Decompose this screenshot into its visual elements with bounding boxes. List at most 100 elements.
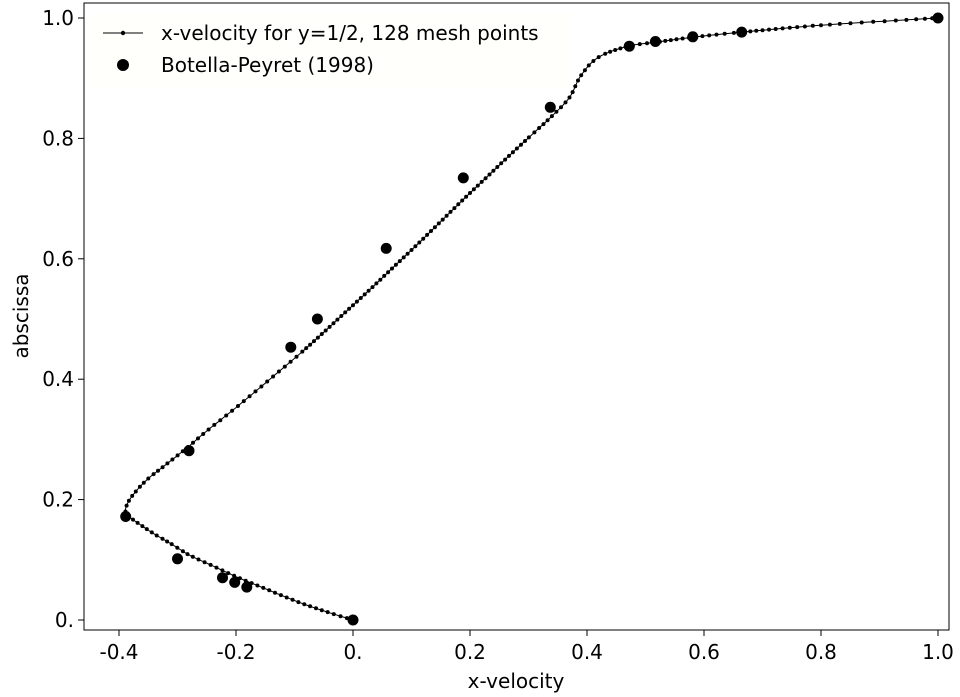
mesh-point: [339, 314, 344, 318]
mesh-point: [674, 37, 679, 42]
reference-point: [120, 511, 132, 522]
mesh-point: [137, 484, 142, 489]
reference-point: [932, 12, 944, 24]
mesh-point: [767, 27, 771, 32]
legend-label-reference: Botella-Peyret (1998): [161, 53, 374, 77]
mesh-point: [707, 33, 712, 38]
mesh-point: [146, 476, 151, 481]
x-tick-label: 0.8: [805, 640, 837, 664]
mesh-point: [327, 324, 332, 329]
mesh-point: [596, 55, 601, 60]
mesh-point: [514, 146, 519, 151]
reference-point: [241, 581, 253, 593]
x-tick-label: -0.2: [216, 640, 255, 664]
mesh-point: [773, 27, 778, 31]
mesh-point: [196, 557, 201, 562]
mesh-point: [314, 606, 318, 611]
mesh-point: [848, 21, 853, 26]
mesh-point: [603, 51, 608, 56]
mesh-point: [491, 168, 496, 173]
mesh-point: [343, 310, 348, 315]
x-tick-label: 0.2: [454, 640, 486, 664]
mesh-point: [495, 165, 500, 169]
mesh-point: [922, 16, 927, 21]
mesh-point: [175, 453, 180, 458]
mesh-point: [220, 568, 225, 573]
mesh-point: [160, 465, 165, 470]
mesh-point: [378, 277, 383, 282]
mesh-point: [374, 281, 379, 286]
mesh-point: [914, 17, 919, 22]
mesh-point: [214, 565, 219, 570]
mesh-point: [579, 73, 584, 78]
reference-series: [120, 12, 944, 626]
mesh-point: [212, 422, 217, 427]
reference-point: [347, 614, 359, 626]
mesh-point: [323, 328, 328, 333]
mesh-point: [144, 527, 149, 532]
x-axis-ticks: -0.4 -0.2 0. 0.2 0.4 0.6 0.8 1.0: [99, 630, 954, 664]
mesh-point: [208, 562, 213, 567]
mesh-point: [780, 26, 785, 31]
mesh-point: [156, 468, 160, 473]
mesh-point: [554, 109, 559, 114]
mesh-point: [308, 342, 313, 347]
mesh-point: [613, 48, 618, 52]
mesh-point: [576, 78, 580, 83]
legend-box: [92, 12, 570, 88]
mesh-point: [284, 595, 289, 600]
mesh-point: [722, 31, 727, 36]
reference-point: [687, 31, 699, 43]
mesh-point: [510, 150, 515, 155]
mesh-point: [532, 130, 537, 135]
mesh-point: [645, 41, 649, 46]
mesh-point: [312, 339, 316, 344]
mesh-point: [637, 42, 642, 47]
mesh-point: [714, 32, 719, 37]
mesh-point: [487, 172, 492, 177]
mesh-point: [541, 122, 546, 127]
mesh-point: [837, 21, 842, 26]
mesh-point: [567, 95, 572, 100]
reference-point: [217, 572, 228, 584]
mesh-point: [133, 489, 138, 494]
mesh-point: [201, 432, 206, 436]
mesh-point: [232, 573, 237, 578]
mesh-point: [338, 614, 343, 619]
mesh-point: [819, 23, 823, 28]
mesh-point: [436, 221, 441, 226]
mesh-point: [573, 84, 578, 89]
mesh-point: [663, 38, 668, 43]
mesh-point: [190, 554, 195, 559]
mesh-point: [519, 142, 523, 147]
x-tick-label: 0.4: [571, 640, 603, 664]
mesh-point: [397, 259, 402, 264]
mesh-point: [618, 46, 623, 51]
reference-point: [623, 40, 635, 52]
y-axis-label: abscissa: [9, 273, 33, 358]
mesh-point: [471, 187, 476, 192]
mesh-point: [448, 209, 453, 214]
mesh-point: [754, 28, 759, 33]
mesh-point: [904, 17, 909, 22]
mesh-point: [290, 597, 295, 602]
mesh-point: [526, 135, 531, 140]
mesh-point: [787, 25, 792, 30]
mesh-point: [335, 317, 340, 322]
mesh-point: [417, 240, 422, 245]
y-axis-ticks: 0. 0.2 0.4 0.6 0.8 1.0: [42, 6, 84, 632]
mesh-point: [386, 270, 391, 275]
mesh-point: [405, 251, 410, 256]
legend-label-mesh: x-velocity for y=1/2, 128 mesh points: [161, 21, 539, 45]
mesh-point: [319, 332, 324, 336]
mesh-point: [393, 262, 398, 267]
mesh-point: [810, 23, 815, 28]
reference-point: [229, 576, 241, 588]
reference-point: [544, 101, 556, 113]
mesh-point: [401, 255, 406, 260]
mesh-point: [700, 34, 705, 39]
mesh-point: [444, 213, 449, 218]
legend-line-marker: [120, 30, 126, 36]
reference-point: [285, 341, 297, 353]
mesh-point: [236, 404, 240, 408]
